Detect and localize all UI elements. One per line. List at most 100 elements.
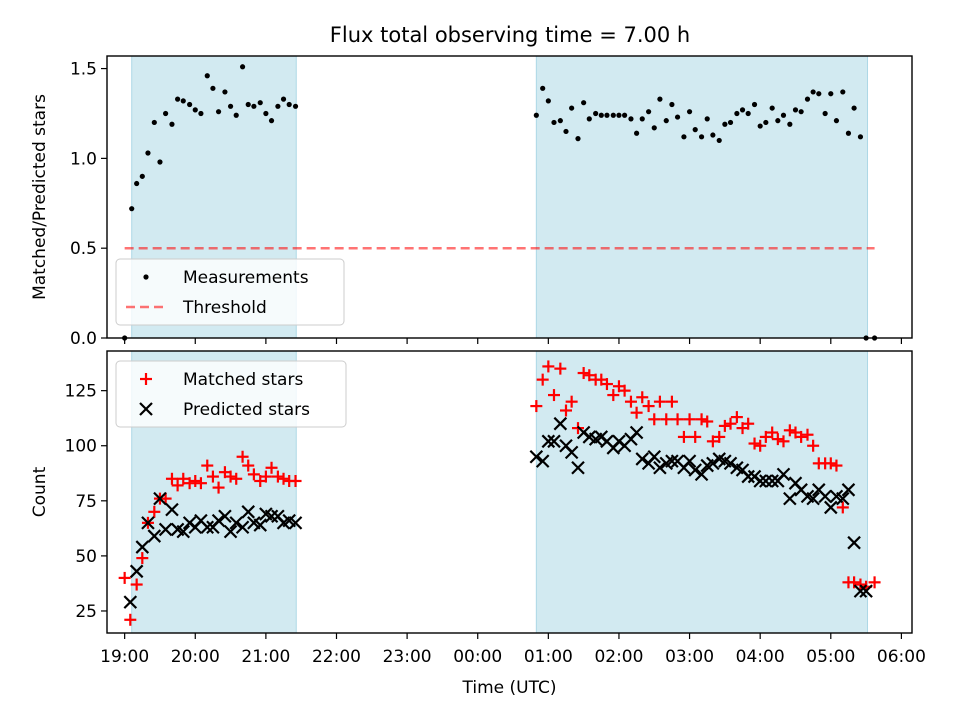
- x-b: [841, 483, 856, 497]
- data-point: [194, 477, 207, 490]
- data-point: [159, 492, 172, 505]
- data-point: [630, 406, 643, 419]
- x-b: [288, 516, 303, 530]
- data-point: [292, 103, 299, 109]
- x-b: [535, 454, 550, 468]
- data-point: [841, 483, 856, 497]
- data-point: [123, 595, 138, 609]
- data-point: [163, 110, 169, 117]
- data-point: [804, 96, 811, 102]
- x-b: [765, 474, 779, 488]
- data-point: [540, 85, 546, 91]
- x-b: [176, 524, 191, 539]
- data-point: [545, 98, 551, 104]
- x-tick-label: 22:00: [312, 647, 361, 667]
- data-point: [807, 439, 820, 452]
- data-point: [211, 513, 226, 528]
- x-b: [759, 474, 773, 488]
- x-b: [741, 469, 755, 484]
- data-point: [739, 107, 746, 113]
- x-b: [776, 467, 791, 482]
- data-point: [682, 454, 697, 468]
- x-tick-label: 19:00: [100, 647, 149, 667]
- data-point: [129, 206, 135, 212]
- data-point: [268, 118, 275, 124]
- data-point: [646, 109, 652, 115]
- data-point: [694, 467, 709, 482]
- data-point: [247, 468, 260, 481]
- data-point: [765, 474, 779, 488]
- data-point: [557, 118, 563, 124]
- data-point: [647, 449, 662, 464]
- data-point: [129, 564, 144, 579]
- data-point: [653, 395, 666, 408]
- data-point: [288, 516, 303, 530]
- chart-title: Flux total observing time = 7.00 h: [330, 23, 690, 47]
- data-point: [118, 571, 131, 584]
- x-b: [139, 402, 153, 416]
- x-b: [165, 502, 179, 517]
- data-point: [204, 73, 210, 79]
- data-point: [854, 578, 867, 591]
- data-point: [674, 114, 681, 120]
- x-b: [753, 474, 767, 488]
- x-b: [829, 489, 844, 504]
- x-axis-label: Time (UTC): [462, 678, 557, 698]
- data-point: [722, 121, 728, 127]
- x-b: [153, 491, 167, 506]
- data-point: [593, 110, 599, 117]
- data-point: [828, 91, 834, 97]
- data-point: [569, 105, 575, 111]
- data-point: [701, 415, 714, 428]
- x-b: [211, 513, 226, 528]
- y-tick-label: 1.0: [70, 149, 97, 169]
- x-b: [559, 438, 573, 453]
- data-point: [657, 96, 663, 102]
- data-point: [716, 137, 722, 144]
- data-point: [695, 413, 708, 426]
- x-b: [541, 434, 556, 449]
- data-point: [748, 437, 761, 450]
- data-point: [629, 425, 644, 440]
- x-b: [135, 540, 150, 554]
- legend-marker-predicted: [139, 402, 153, 416]
- data-point: [618, 384, 631, 397]
- data-point: [259, 470, 272, 483]
- data-point: [798, 109, 804, 115]
- data-point: [718, 419, 731, 432]
- data-point: [810, 89, 816, 95]
- data-point: [165, 472, 178, 485]
- x-b: [665, 454, 679, 468]
- data-point: [665, 395, 678, 408]
- data-point: [824, 500, 838, 515]
- y-tick-label: 0.0: [70, 329, 97, 349]
- data-point: [180, 98, 186, 104]
- x-b: [553, 416, 568, 431]
- data-point: [851, 105, 857, 111]
- data-point: [264, 509, 279, 524]
- x-b: [706, 456, 720, 471]
- x-b: [200, 520, 215, 535]
- x-b: [682, 454, 697, 468]
- data-point: [681, 134, 687, 140]
- data-point: [542, 360, 555, 373]
- data-point: [157, 159, 163, 165]
- data-point: [624, 395, 637, 408]
- x-b: [600, 434, 614, 449]
- x-b: [853, 584, 868, 598]
- data-point: [177, 472, 190, 485]
- data-point: [547, 434, 561, 449]
- data-point: [158, 522, 173, 537]
- data-point: [215, 109, 222, 115]
- x-tick-label: 20:00: [171, 647, 220, 667]
- x-tick-label: 03:00: [665, 647, 714, 667]
- data-point: [551, 119, 557, 126]
- data-point: [816, 91, 822, 97]
- data-point: [775, 118, 781, 124]
- data-point: [730, 411, 743, 424]
- x-tick-label: 05:00: [806, 647, 855, 667]
- x-b: [259, 507, 273, 521]
- x-b: [847, 535, 861, 550]
- data-point: [753, 474, 767, 488]
